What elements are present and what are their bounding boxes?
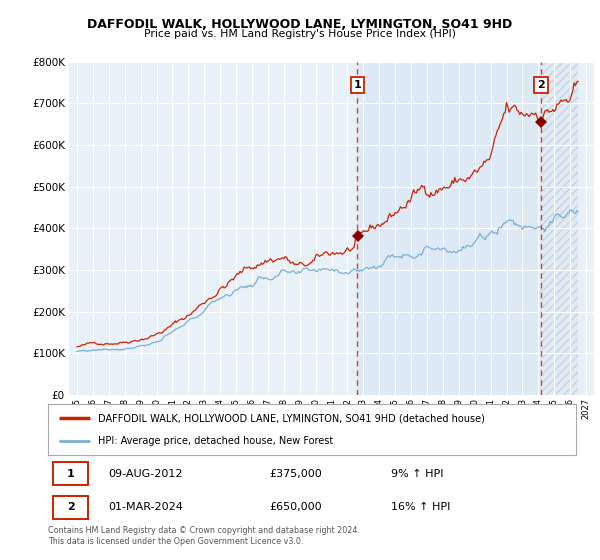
- Text: £650,000: £650,000: [270, 502, 322, 512]
- Bar: [358, 62, 541, 395]
- Text: 01-MAR-2024: 01-MAR-2024: [109, 502, 184, 512]
- Text: HPI: Average price, detached house, New Forest: HPI: Average price, detached house, New …: [98, 436, 334, 446]
- Text: DAFFODIL WALK, HOLLYWOOD LANE, LYMINGTON, SO41 9HD (detached house): DAFFODIL WALK, HOLLYWOOD LANE, LYMINGTON…: [98, 413, 485, 423]
- Text: 1: 1: [67, 469, 74, 479]
- FancyBboxPatch shape: [53, 462, 88, 486]
- Text: £375,000: £375,000: [270, 469, 323, 479]
- Text: Contains HM Land Registry data © Crown copyright and database right 2024.
This d: Contains HM Land Registry data © Crown c…: [48, 526, 360, 546]
- Text: 09-AUG-2012: 09-AUG-2012: [109, 469, 183, 479]
- Text: 2: 2: [67, 502, 74, 512]
- Text: 9% ↑ HPI: 9% ↑ HPI: [391, 469, 444, 479]
- Text: 2: 2: [537, 80, 545, 90]
- Text: DAFFODIL WALK, HOLLYWOOD LANE, LYMINGTON, SO41 9HD: DAFFODIL WALK, HOLLYWOOD LANE, LYMINGTON…: [88, 18, 512, 31]
- Text: 16% ↑ HPI: 16% ↑ HPI: [391, 502, 451, 512]
- Text: 1: 1: [353, 80, 361, 90]
- Text: Price paid vs. HM Land Registry's House Price Index (HPI): Price paid vs. HM Land Registry's House …: [144, 29, 456, 39]
- FancyBboxPatch shape: [53, 496, 88, 519]
